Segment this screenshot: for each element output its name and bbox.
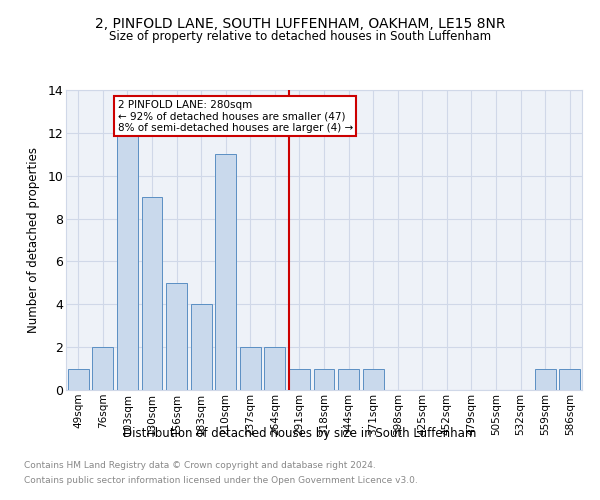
Bar bbox=[68, 368, 89, 390]
Bar bbox=[559, 368, 580, 390]
Bar bbox=[362, 368, 383, 390]
Bar bbox=[215, 154, 236, 390]
Bar bbox=[240, 347, 261, 390]
Text: 2 PINFOLD LANE: 280sqm
← 92% of detached houses are smaller (47)
8% of semi-deta: 2 PINFOLD LANE: 280sqm ← 92% of detached… bbox=[118, 100, 353, 133]
Bar bbox=[92, 347, 113, 390]
Text: Size of property relative to detached houses in South Luffenham: Size of property relative to detached ho… bbox=[109, 30, 491, 43]
Bar bbox=[289, 368, 310, 390]
Bar bbox=[314, 368, 334, 390]
Y-axis label: Number of detached properties: Number of detached properties bbox=[28, 147, 40, 333]
Bar bbox=[338, 368, 359, 390]
Text: 2, PINFOLD LANE, SOUTH LUFFENHAM, OAKHAM, LE15 8NR: 2, PINFOLD LANE, SOUTH LUFFENHAM, OAKHAM… bbox=[95, 18, 505, 32]
Bar bbox=[191, 304, 212, 390]
Bar bbox=[142, 197, 163, 390]
Bar bbox=[265, 347, 286, 390]
Text: Distribution of detached houses by size in South Luffenham: Distribution of detached houses by size … bbox=[124, 428, 476, 440]
Text: Contains public sector information licensed under the Open Government Licence v3: Contains public sector information licen… bbox=[24, 476, 418, 485]
Bar bbox=[166, 283, 187, 390]
Text: Contains HM Land Registry data © Crown copyright and database right 2024.: Contains HM Land Registry data © Crown c… bbox=[24, 461, 376, 470]
Bar bbox=[535, 368, 556, 390]
Bar bbox=[117, 133, 138, 390]
